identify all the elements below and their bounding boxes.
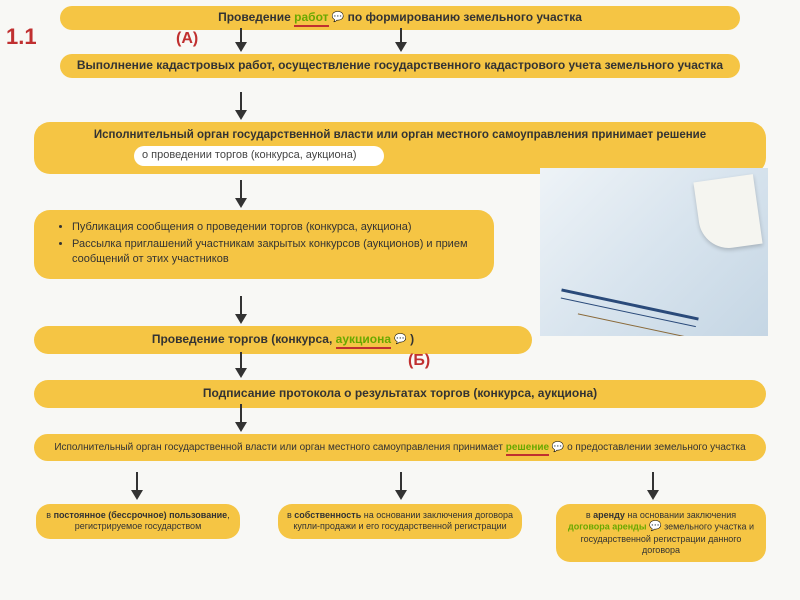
- chat-icon: 💬: [649, 521, 661, 534]
- f2-bold: собственность: [294, 510, 361, 520]
- f1-bold: постоянное (бессрочное) пользование: [54, 510, 228, 520]
- step5-pre: Проведение торгов (конкурса,: [152, 332, 336, 346]
- footer-box-2: в собственность на основании заключения …: [278, 504, 522, 539]
- arrow-stem: [400, 28, 402, 42]
- step-4-box: Публикация сообщения о проведении торгов…: [34, 210, 494, 279]
- step-1-box: Проведение работ 💬 по формированию земел…: [60, 6, 740, 30]
- step-3-box: Исполнительный орган государственной вла…: [34, 122, 766, 174]
- arrow-down-icon: [235, 314, 247, 324]
- step1-highlight: работ: [294, 10, 328, 27]
- step-7-box: Исполнительный орган государственной вла…: [34, 434, 766, 461]
- footer-box-3: в аренду на основании заключения договор…: [556, 504, 766, 562]
- step3-sub-text: о проведении торгов (конкурса, аукциона): [142, 149, 357, 161]
- step-5-box: Проведение торгов (конкурса, аукциона 💬 …: [34, 326, 532, 354]
- step2-text: Выполнение кадастровых работ, осуществле…: [77, 58, 723, 72]
- f3-highlight: договора аренды: [568, 522, 647, 532]
- step4-bullets: Публикация сообщения о проведении торгов…: [44, 214, 484, 275]
- arrow-down-icon: [235, 42, 247, 52]
- arrow-stem: [240, 404, 242, 422]
- step-2-box: Выполнение кадастровых работ, осуществле…: [60, 54, 740, 78]
- step1-pre: Проведение: [218, 10, 294, 24]
- arrow-stem: [240, 92, 242, 110]
- step3-text: Исполнительный орган государственной вла…: [44, 128, 756, 142]
- arrow-down-icon: [235, 422, 247, 432]
- step4-bullet-2: Рассылка приглашений участникам закрытых…: [72, 237, 470, 267]
- chat-icon: 💬: [552, 442, 564, 453]
- f1-pre: в: [46, 510, 53, 520]
- arrow-down-icon: [235, 110, 247, 120]
- f3-bold: аренду: [593, 510, 625, 520]
- annotation-a: (А): [176, 30, 198, 48]
- step7-highlight: решение: [506, 442, 549, 456]
- step6-text: Подписание протокола о результатах торго…: [203, 386, 597, 400]
- arrow-stem: [400, 472, 402, 490]
- step7-post: о предоставлении земельного участка: [567, 442, 746, 453]
- arrow-stem: [136, 472, 138, 490]
- step4-bullet-1: Публикация сообщения о проведении торгов…: [72, 220, 470, 235]
- arrow-down-icon: [235, 198, 247, 208]
- annotation-b: (Б): [408, 352, 430, 370]
- step1-post: по формированию земельного участка: [348, 10, 582, 24]
- arrow-down-icon: [395, 490, 407, 500]
- blueprint-photo: [540, 168, 768, 336]
- annotation-1-1: 1.1: [6, 24, 37, 50]
- step5-highlight: аукциона: [336, 332, 391, 349]
- chat-icon: 💬: [394, 333, 406, 346]
- f3-mid: на основании заключения: [625, 510, 736, 520]
- arrow-down-icon: [235, 368, 247, 378]
- arrow-stem: [240, 352, 242, 368]
- step7-pre: Исполнительный орган государственной вла…: [54, 442, 505, 453]
- arrow-stem: [240, 180, 242, 198]
- step-6-box: Подписание протокола о результатах торго…: [34, 380, 766, 408]
- arrow-stem: [652, 472, 654, 490]
- chat-icon: 💬: [332, 11, 344, 24]
- arrow-stem: [240, 296, 242, 314]
- arrow-down-icon: [395, 42, 407, 52]
- arrow-down-icon: [131, 490, 143, 500]
- footer-box-1: в постоянное (бессрочное) пользование, р…: [36, 504, 240, 539]
- arrow-stem: [240, 28, 242, 42]
- step3-subbox: о проведении торгов (конкурса, аукциона): [134, 146, 384, 166]
- step5-post: ): [407, 332, 414, 346]
- arrow-down-icon: [647, 490, 659, 500]
